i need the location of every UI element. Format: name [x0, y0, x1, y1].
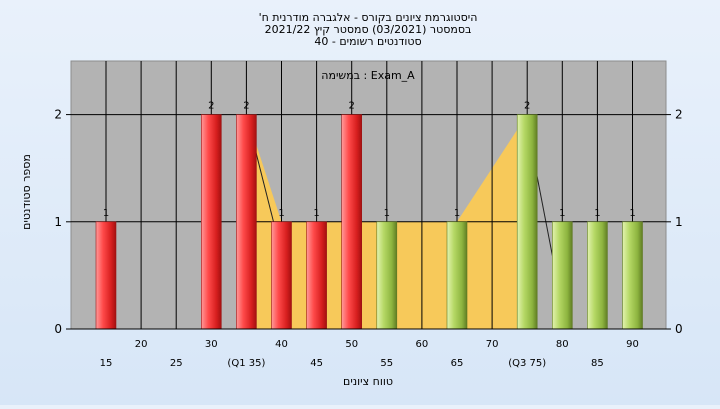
x-tick-label-15: 15 — [100, 358, 113, 369]
x-tick-label-85: 85 — [591, 358, 604, 369]
value-label-30: 2 — [208, 101, 214, 112]
x-axis-label: טווח ציונים — [343, 375, 393, 388]
x-tick-label-35: (Q1 35) — [227, 358, 265, 369]
axes — [66, 114, 671, 330]
value-label-50: 2 — [349, 101, 355, 112]
chart-subtitle: במשימה : Exam_A — [321, 69, 415, 82]
x-tick-label-75: (Q3 75) — [508, 358, 546, 369]
value-label-65: 1 — [454, 208, 460, 219]
x-tick-label-25: 25 — [170, 358, 183, 369]
x-tick-label-20: 20 — [135, 339, 148, 350]
x-tick-labels: 15 20 25 30 (Q1 35) 40 45 50 55 60 65 70 (Q3 75) 80 85… — [100, 339, 639, 369]
bars — [95, 114, 643, 330]
y-tick-label-right: 2 — [675, 108, 683, 122]
x-tick-label-60: 60 — [416, 339, 429, 350]
bar-15 — [95, 221, 117, 330]
x-tick-label-70: 70 — [486, 339, 499, 350]
bar-40 — [271, 221, 292, 330]
title-line: 'היסטוגרמת ציונים בקורס - אלגברה מודרנית… — [259, 11, 478, 24]
x-tick-label-40: 40 — [275, 339, 288, 350]
y-tick-label-left: 2 — [54, 108, 62, 122]
y-tick-labels: 0 0 1 1 2 2 — [54, 108, 682, 336]
bar-50 — [341, 114, 363, 330]
bar-85 — [587, 221, 608, 330]
value-label-75: 2 — [524, 101, 530, 112]
bar-90 — [622, 221, 643, 330]
y-tick-label-right: 0 — [675, 322, 683, 336]
value-labels: 1 2 2 1 1 2 1 1 2 1 1 1 — [103, 101, 636, 219]
bar-35 — [236, 114, 257, 330]
y-tick-label-left: 0 — [54, 322, 62, 336]
x-tick-label-80: 80 — [556, 339, 569, 350]
bar-30 — [201, 114, 222, 330]
chart-title: 'היסטוגרמת ציונים בקורס - אלגברה מודרנית… — [259, 11, 478, 48]
y-tick-label-left: 1 — [54, 215, 62, 229]
x-tick-label-45: 45 — [310, 358, 323, 369]
y-axis-label: מספר סטודנטים — [20, 154, 33, 230]
bar-80 — [551, 221, 573, 330]
value-label-85: 1 — [594, 208, 600, 219]
value-label-40: 1 — [278, 208, 284, 219]
value-label-45: 1 — [313, 208, 319, 219]
value-label-15: 1 — [103, 208, 109, 219]
x-tick-label-65: 65 — [451, 358, 464, 369]
value-label-55: 1 — [384, 208, 390, 219]
value-label-80: 1 — [559, 208, 565, 219]
title-line: סטודנטים רשומים - 40 — [314, 35, 421, 48]
y-tick-label-right: 1 — [675, 215, 683, 229]
x-tick-label-30: 30 — [205, 339, 218, 350]
value-label-90: 1 — [629, 208, 635, 219]
x-tick-label-90: 90 — [626, 339, 639, 350]
x-tick-label-55: 55 — [380, 358, 393, 369]
value-label-35: 2 — [243, 101, 249, 112]
title-line: בסמסטר (03/2021) סמסטר קיץ 2021/22 — [265, 23, 472, 36]
bar-55 — [376, 221, 398, 330]
x-tick-label-50: 50 — [345, 339, 358, 350]
bar-45 — [306, 221, 327, 330]
bar-75 — [516, 114, 538, 330]
bar-65 — [446, 221, 468, 330]
